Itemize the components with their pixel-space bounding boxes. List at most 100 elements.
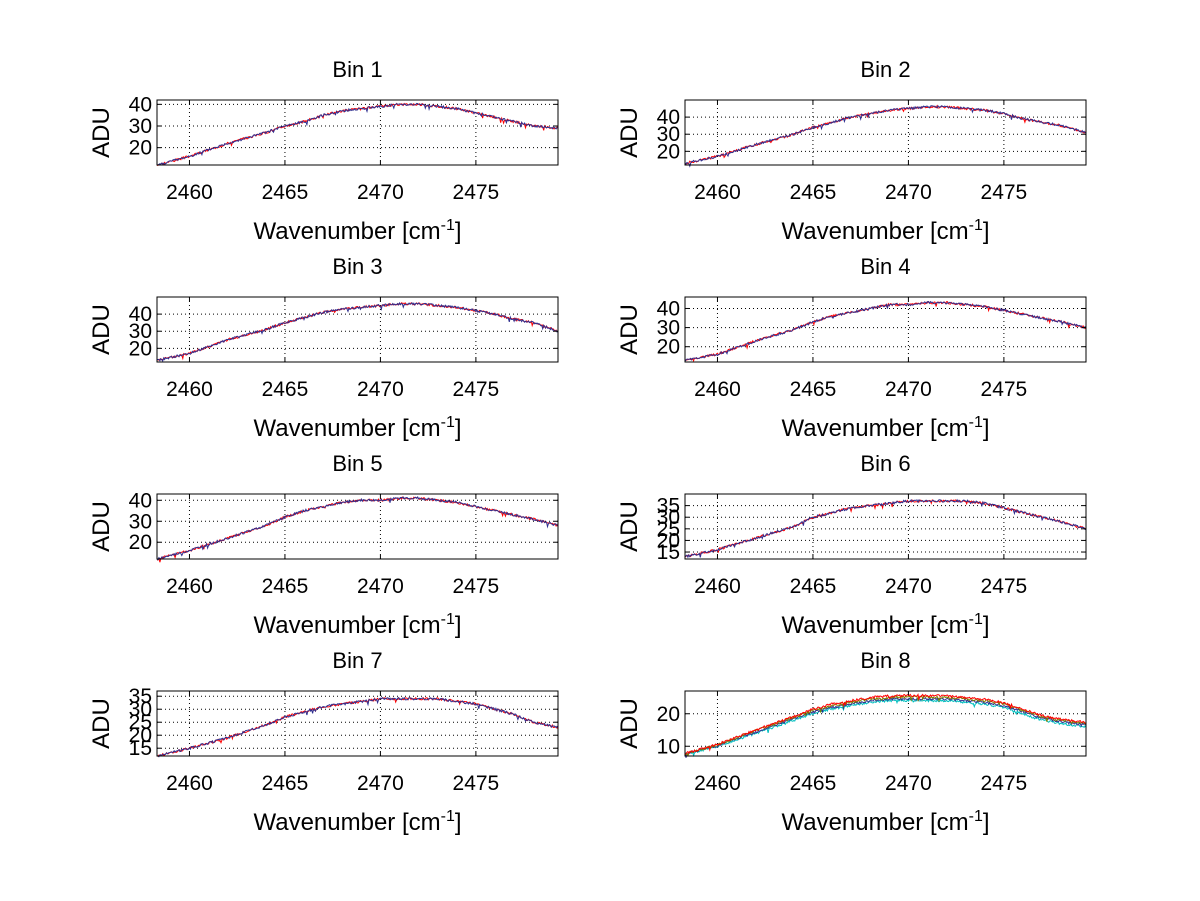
subplot-title: Bin 8 bbox=[860, 648, 910, 673]
y-axis-label: ADU bbox=[88, 304, 115, 355]
x-axis-label-superscript: -1 bbox=[969, 611, 983, 628]
y-tick-label: 10 bbox=[657, 735, 680, 758]
axes-box bbox=[156, 493, 559, 560]
x-tick-label: 2465 bbox=[790, 772, 837, 795]
series-line-series-2 bbox=[684, 300, 1087, 362]
y-tick-label: 35 bbox=[129, 685, 152, 708]
series-line-series-2 bbox=[156, 496, 559, 561]
x-tick-label: 2465 bbox=[790, 181, 837, 204]
x-tick-label: 2465 bbox=[790, 378, 837, 401]
y-tick-label: 35 bbox=[657, 495, 680, 518]
x-axis-label: Wavenumber [cm-1] bbox=[253, 217, 461, 245]
y-axis-label: ADU bbox=[88, 698, 115, 749]
x-axis-label-bracket: ] bbox=[455, 809, 462, 836]
y-tick-label: 30 bbox=[129, 320, 152, 343]
y-tick-label: 40 bbox=[129, 93, 152, 116]
y-axis-label: ADU bbox=[88, 501, 115, 552]
x-axis-label: Wavenumber [cm-1] bbox=[781, 808, 989, 836]
x-tick-label: 2460 bbox=[694, 575, 741, 598]
x-axis-label-bracket: ] bbox=[983, 809, 990, 836]
y-axis-label: ADU bbox=[88, 107, 115, 158]
x-axis-label-text: Wavenumber [cm bbox=[781, 809, 968, 836]
x-tick-label: 2475 bbox=[981, 378, 1028, 401]
x-tick-label: 2465 bbox=[262, 378, 309, 401]
x-axis-label-superscript: -1 bbox=[969, 217, 983, 234]
series-line-series-2 bbox=[156, 696, 559, 758]
subplot-title: Bin 1 bbox=[332, 57, 382, 82]
x-axis-label: Wavenumber [cm-1] bbox=[253, 414, 461, 442]
x-axis-label: Wavenumber [cm-1] bbox=[781, 217, 989, 245]
subplot-title: Bin 5 bbox=[332, 451, 382, 476]
series-line-series-4 bbox=[684, 693, 1087, 755]
y-tick-label: 40 bbox=[657, 106, 680, 129]
x-axis-label-text: Wavenumber [cm bbox=[253, 809, 440, 836]
y-tick-label: 30 bbox=[657, 317, 680, 340]
y-tick-label: 20 bbox=[129, 337, 152, 360]
subplot-title: Bin 3 bbox=[332, 254, 382, 279]
axes-box bbox=[684, 296, 1087, 363]
x-axis-label-text: Wavenumber [cm bbox=[781, 612, 968, 639]
x-tick-label: 2470 bbox=[885, 378, 932, 401]
axes-box bbox=[684, 99, 1087, 166]
y-tick-label: 40 bbox=[129, 489, 152, 512]
y-tick-label: 20 bbox=[129, 724, 152, 747]
x-tick-label: 2475 bbox=[981, 181, 1028, 204]
x-tick-label: 2460 bbox=[166, 378, 213, 401]
y-tick-label: 20 bbox=[657, 336, 680, 359]
y-tick-label: 20 bbox=[657, 140, 680, 163]
series-line-series-2 bbox=[684, 498, 1087, 559]
x-tick-label: 2465 bbox=[262, 181, 309, 204]
x-axis-label-text: Wavenumber [cm bbox=[253, 612, 440, 639]
subplot-bin-8: Bin 8 2460 2465 2470 2475 10 20 Wavenumber [cm-… bbox=[616, 648, 1087, 836]
x-tick-label: 2470 bbox=[357, 181, 404, 204]
series-line-series-2 bbox=[684, 696, 1087, 758]
x-axis-label: Wavenumber [cm-1] bbox=[781, 611, 989, 639]
x-axis-label-superscript: -1 bbox=[441, 808, 455, 825]
x-axis-label-text: Wavenumber [cm bbox=[253, 415, 440, 442]
x-tick-label: 2475 bbox=[981, 772, 1028, 795]
x-axis-label-bracket: ] bbox=[455, 415, 462, 442]
x-axis-label-bracket: ] bbox=[983, 415, 990, 442]
x-tick-label: 2475 bbox=[981, 575, 1028, 598]
axes-box bbox=[156, 99, 559, 166]
x-tick-label: 2475 bbox=[453, 772, 500, 795]
x-axis-label-text: Wavenumber [cm bbox=[781, 218, 968, 245]
subplot-title: Bin 2 bbox=[860, 57, 910, 82]
x-axis-label-bracket: ] bbox=[983, 612, 990, 639]
x-tick-label: 2460 bbox=[166, 575, 213, 598]
y-tick-label: 30 bbox=[129, 510, 152, 533]
x-axis-label-superscript: -1 bbox=[969, 414, 983, 431]
x-tick-label: 2465 bbox=[262, 772, 309, 795]
x-axis-label-text: Wavenumber [cm bbox=[781, 415, 968, 442]
x-tick-label: 2460 bbox=[694, 772, 741, 795]
x-axis-label-text: Wavenumber [cm bbox=[253, 218, 440, 245]
series-line-series-2 bbox=[156, 102, 559, 166]
x-tick-label: 2465 bbox=[262, 575, 309, 598]
y-axis-label: ADU bbox=[616, 304, 643, 355]
y-tick-label: 40 bbox=[657, 297, 680, 320]
y-tick-label: 30 bbox=[129, 115, 152, 138]
x-tick-label: 2470 bbox=[357, 575, 404, 598]
x-axis-label-superscript: -1 bbox=[441, 217, 455, 234]
x-axis-label-bracket: ] bbox=[455, 612, 462, 639]
x-tick-label: 2470 bbox=[885, 575, 932, 598]
y-axis-label: ADU bbox=[616, 107, 643, 158]
subplot-title: Bin 4 bbox=[860, 254, 910, 279]
y-tick-label: 15 bbox=[657, 541, 680, 564]
y-tick-label: 20 bbox=[129, 531, 152, 554]
axes-box bbox=[156, 690, 559, 757]
y-tick-label: 40 bbox=[129, 303, 152, 326]
x-tick-label: 2460 bbox=[166, 181, 213, 204]
x-tick-label: 2470 bbox=[357, 378, 404, 401]
y-tick-label: 20 bbox=[657, 529, 680, 552]
subplot-title: Bin 7 bbox=[332, 648, 382, 673]
series-line-series-3 bbox=[684, 694, 1087, 757]
x-tick-label: 2460 bbox=[694, 181, 741, 204]
y-tick-label: 25 bbox=[657, 518, 680, 541]
